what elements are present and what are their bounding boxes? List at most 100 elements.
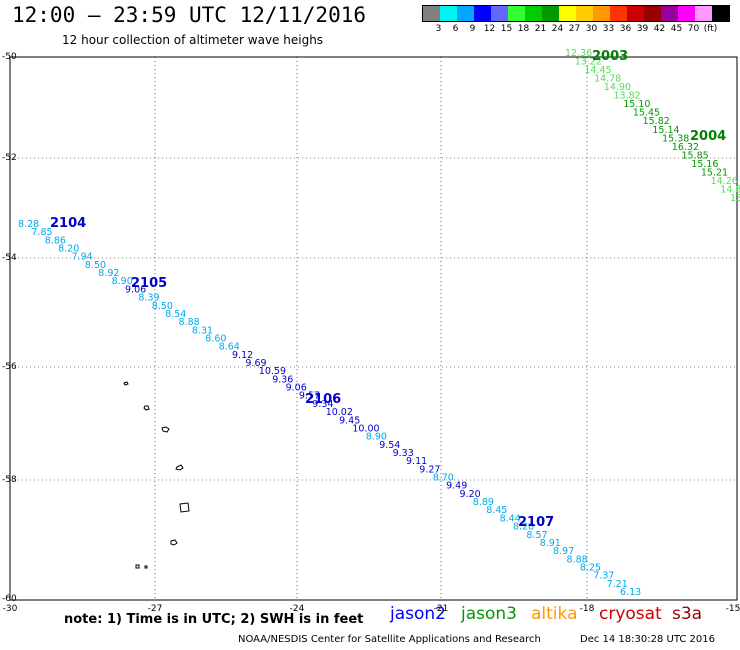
wave-height-label: 14.87 bbox=[720, 185, 740, 196]
wave-height-label: 15.82 bbox=[643, 116, 670, 127]
wave-height-label: 9.54 bbox=[379, 440, 400, 451]
color-scale-label: 12 bbox=[483, 24, 496, 34]
wave-height-label: 10.00 bbox=[352, 423, 379, 434]
island-outline bbox=[144, 565, 148, 569]
wave-height-label: 8.88 bbox=[567, 554, 588, 565]
wave-height-label: 15.16 bbox=[691, 159, 718, 170]
color-swatch bbox=[712, 6, 729, 21]
wave-height-label: 8.45 bbox=[486, 505, 507, 516]
color-swatch bbox=[627, 6, 644, 21]
wave-height-label: 9.45 bbox=[339, 415, 360, 426]
wave-height-label: 8.28 bbox=[513, 522, 534, 533]
color-swatch bbox=[525, 6, 542, 21]
color-swatch bbox=[559, 6, 576, 21]
pass-id-label: 2106 bbox=[305, 392, 341, 407]
x-tick-label: -18 bbox=[580, 604, 595, 614]
x-tick-label: -27 bbox=[148, 604, 163, 614]
color-scale-label: 42 bbox=[653, 24, 666, 34]
y-tick-label: -56 bbox=[2, 362, 17, 372]
pass-id-label: 2003 bbox=[592, 49, 628, 64]
color-scale-label: 9 bbox=[469, 24, 476, 34]
y-tick-label: -52 bbox=[2, 153, 17, 163]
wave-height-label: 14.78 bbox=[594, 74, 621, 85]
y-tick-label: -60 bbox=[2, 594, 17, 604]
wave-height-label: 9.11 bbox=[406, 456, 427, 467]
color-swatch bbox=[423, 6, 440, 21]
pass-id-label: 2105 bbox=[131, 276, 167, 291]
wave-height-label: 16.32 bbox=[672, 142, 699, 153]
island-outline bbox=[143, 405, 150, 411]
units-note: note: 1) Time is in UTC; 2) SWH is in fe… bbox=[64, 612, 364, 627]
color-scale-labels: 3 6 9 12 15 18 21 24 27 30 33 36 39 42 45 70 (ft) bbox=[422, 24, 730, 36]
color-scale-label: (ft) bbox=[703, 24, 718, 34]
color-scale-label: 36 bbox=[619, 24, 632, 34]
wave-height-label: 12.36 bbox=[565, 48, 592, 59]
wave-height-label: 8.90 bbox=[366, 432, 387, 443]
wave-height-label: 9.12 bbox=[232, 350, 253, 361]
color-swatch bbox=[508, 6, 525, 21]
wave-height-label: 14.45 bbox=[584, 65, 611, 76]
x-tick-label: -30 bbox=[3, 604, 18, 614]
island-outline bbox=[179, 502, 190, 513]
wave-height-label: 8.91 bbox=[540, 538, 561, 549]
wave-height-label: 14.26 bbox=[711, 176, 738, 187]
wave-height-label: 8.86 bbox=[45, 235, 66, 246]
x-tick-label: -21 bbox=[434, 604, 449, 614]
wave-height-label: 8.31 bbox=[192, 325, 213, 336]
wave-height-label: 13.22 bbox=[575, 57, 602, 68]
wave-height-label: 7.85 bbox=[31, 227, 52, 238]
color-scale-label: 18 bbox=[517, 24, 530, 34]
island-outline bbox=[161, 426, 170, 433]
wave-height-label: 9.49 bbox=[446, 481, 467, 492]
color-swatch bbox=[440, 6, 457, 21]
wave-height-label: 10.02 bbox=[326, 407, 353, 418]
island-outline bbox=[170, 539, 178, 546]
wave-height-label: 9.20 bbox=[460, 489, 481, 500]
wave-height-label: 8.44 bbox=[500, 513, 521, 524]
wave-height-label: 6.13 bbox=[620, 587, 641, 598]
color-scale-label: 33 bbox=[602, 24, 615, 34]
satellite-legend-cryosat: cryosat bbox=[599, 604, 662, 624]
color-swatch bbox=[678, 6, 695, 21]
wave-height-label: 9.27 bbox=[419, 464, 440, 475]
satellite-legend-s3a: s3a bbox=[672, 604, 703, 624]
wave-height-label: 15.45 bbox=[633, 108, 660, 119]
wave-height-label: 9.33 bbox=[393, 448, 414, 459]
pass-id-label: 2107 bbox=[518, 515, 554, 530]
color-scale-label: 45 bbox=[670, 24, 683, 34]
wave-height-label: 14.90 bbox=[604, 82, 631, 93]
wave-height-label: 8.89 bbox=[473, 497, 494, 508]
wave-height-label: 8.39 bbox=[138, 293, 159, 304]
y-tick-label: -54 bbox=[2, 253, 17, 263]
color-scale-label: 27 bbox=[568, 24, 581, 34]
color-swatch bbox=[593, 6, 610, 21]
color-scale-label: 3 bbox=[435, 24, 442, 34]
island-outline bbox=[123, 381, 129, 386]
x-tick-label: -15 bbox=[726, 604, 740, 614]
wave-height-label: 8.64 bbox=[219, 342, 240, 353]
footer-credit: NOAA/NESDIS Center for Satellite Applica… bbox=[238, 634, 541, 645]
wave-height-label: 8.54 bbox=[165, 309, 186, 320]
page-title: 12:00 – 23:59 UTC 12/11/2016 bbox=[12, 3, 367, 27]
color-scale-label: 24 bbox=[551, 24, 564, 34]
color-scale-legend: 3 6 9 12 15 18 21 24 27 30 33 36 39 42 45 70 (ft) bbox=[422, 5, 730, 36]
wave-height-label: 8.28 bbox=[18, 219, 39, 230]
satellite-legend-jason3: jason3 bbox=[461, 604, 517, 624]
color-scale-label: 70 bbox=[687, 24, 700, 34]
color-scale-bar bbox=[422, 5, 730, 22]
x-tick-label: -24 bbox=[290, 604, 305, 614]
wave-height-label: 15.14 bbox=[652, 125, 679, 136]
wave-height-label: 8.60 bbox=[205, 334, 226, 345]
pass-id-label: 2104 bbox=[50, 216, 86, 231]
wave-height-label: 8.88 bbox=[179, 317, 200, 328]
color-swatch bbox=[542, 6, 559, 21]
satellite-legend-altika: altika bbox=[531, 604, 578, 624]
color-swatch bbox=[644, 6, 661, 21]
wave-height-label: 13.82 bbox=[614, 91, 641, 102]
wave-height-label: 8.50 bbox=[152, 301, 173, 312]
wave-height-label: 9.34 bbox=[312, 399, 333, 410]
map-frame bbox=[9, 56, 738, 601]
color-scale-label: 6 bbox=[452, 24, 459, 34]
wave-height-label: 7.21 bbox=[607, 579, 628, 590]
